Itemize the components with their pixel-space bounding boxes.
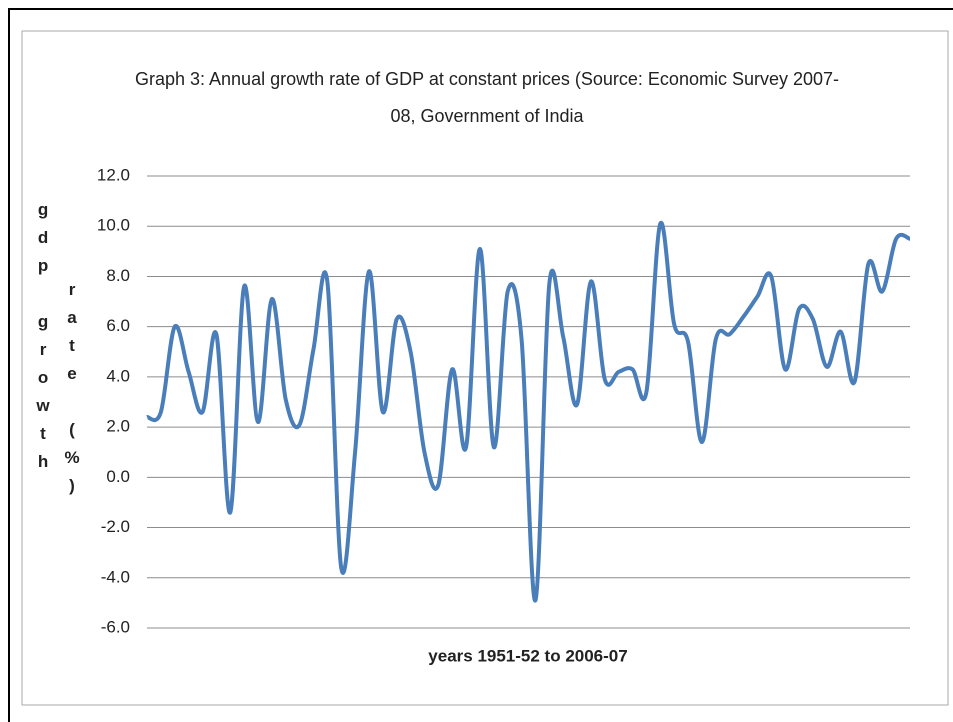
- chart-title: Graph 3: Annual growth rate of GDP at co…: [135, 69, 839, 89]
- y-tick-label: 8.0: [106, 266, 130, 285]
- y-axis-label: gdp growth: [34, 200, 53, 480]
- y-tick-label: -6.0: [101, 617, 130, 636]
- y-tick-label: 2.0: [106, 417, 130, 436]
- chart-area: [21, 30, 949, 706]
- y-tick-label: -4.0: [101, 567, 130, 586]
- y-tick-label: -2.0: [101, 517, 130, 536]
- y-tick-label: 0.0: [106, 467, 130, 486]
- chart-title: 08, Government of India: [390, 106, 584, 126]
- x-axis-label: years 1951-52 to 2006-07: [428, 646, 627, 665]
- y-tick-label: 4.0: [106, 366, 130, 385]
- data-line: [146, 220, 911, 603]
- y-axis-label: rate (%): [63, 280, 82, 504]
- y-tick-label: 10.0: [97, 216, 130, 235]
- y-tick-label: 6.0: [106, 316, 130, 335]
- outer-frame: [8, 8, 953, 722]
- y-tick-label: 12.0: [97, 165, 130, 184]
